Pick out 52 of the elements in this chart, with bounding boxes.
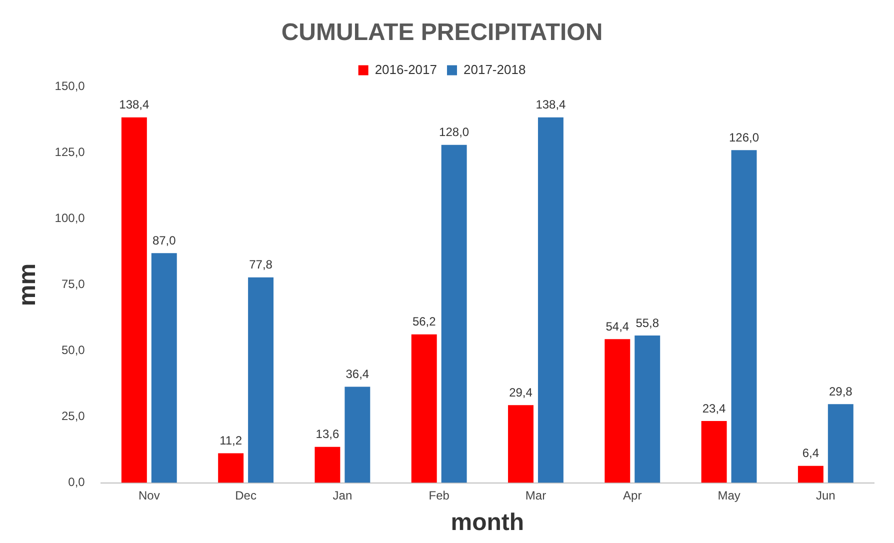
- x-tick-label: Dec: [235, 488, 256, 502]
- legend-label: 2016-2017: [374, 62, 438, 77]
- x-tick-label: Feb: [428, 488, 450, 502]
- data-label: 29,8: [828, 384, 853, 398]
- x-tick-label: May: [718, 488, 740, 502]
- bar: [798, 466, 824, 483]
- data-label: 87,0: [152, 233, 176, 248]
- data-label: 126,0: [728, 130, 760, 144]
- bar: [248, 277, 274, 483]
- data-label: 29,4: [509, 385, 533, 400]
- data-label: 13,6: [316, 427, 340, 442]
- data-label: 56,2: [412, 314, 436, 329]
- data-label: 11,2: [220, 434, 242, 448]
- bar: [538, 117, 564, 483]
- data-label: 23,4: [702, 401, 726, 416]
- data-label: 128,0: [439, 125, 470, 140]
- x-axis-title: month: [450, 509, 524, 536]
- bar: [151, 253, 177, 483]
- y-tick-label: 75,0: [61, 277, 86, 292]
- bar: [121, 117, 147, 483]
- y-tick-label: 100,0: [54, 211, 86, 226]
- bar: [604, 339, 630, 483]
- x-tick-label: Apr: [623, 488, 642, 502]
- data-label: 6,4: [802, 446, 820, 460]
- legend-label: 2017-2018: [464, 62, 526, 77]
- x-tick-label: Nov: [138, 488, 160, 502]
- y-tick-label: 0,0: [68, 475, 86, 490]
- y-tick-label: 125,0: [54, 145, 86, 160]
- data-label: 54,4: [606, 319, 630, 334]
- x-tick-label: Jan: [332, 488, 352, 502]
- bar: [828, 404, 854, 483]
- data-label: 55,8: [636, 316, 660, 330]
- y-axis-title: mm: [14, 263, 42, 306]
- bar: [634, 335, 660, 483]
- y-tick-label: 25,0: [61, 409, 86, 424]
- y-tick-label: 150,0: [54, 79, 86, 94]
- bar: [441, 144, 467, 483]
- bar: [731, 150, 757, 483]
- chart-title: CUMULATE PRECIPITATION: [281, 19, 603, 46]
- bar: [701, 421, 727, 483]
- data-label: 138,4: [536, 98, 566, 112]
- data-label: 138,4: [119, 98, 150, 112]
- bar: [314, 446, 340, 483]
- bar: [344, 386, 370, 483]
- x-tick-label: Mar: [525, 488, 546, 502]
- bar: [508, 405, 534, 483]
- bar: [218, 453, 244, 483]
- data-label: 77,8: [249, 258, 273, 272]
- x-tick-label: Jun: [816, 488, 836, 502]
- bar: [411, 334, 437, 483]
- y-tick-label: 50,0: [61, 343, 86, 358]
- data-label: 36,4: [346, 367, 370, 382]
